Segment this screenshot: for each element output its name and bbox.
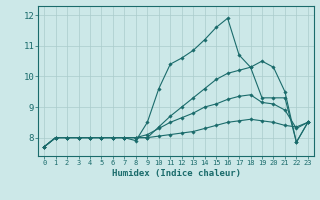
X-axis label: Humidex (Indice chaleur): Humidex (Indice chaleur) [111,169,241,178]
